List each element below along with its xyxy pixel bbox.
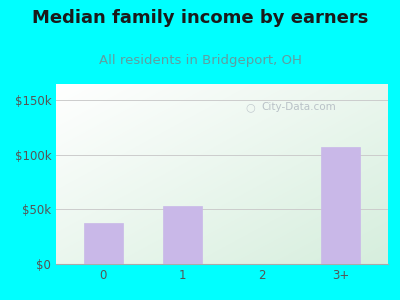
Text: All residents in Bridgeport, OH: All residents in Bridgeport, OH — [98, 54, 302, 67]
Text: City-Data.com: City-Data.com — [261, 102, 336, 112]
Bar — [163, 206, 202, 264]
Bar — [321, 147, 360, 264]
Text: ○: ○ — [245, 102, 255, 112]
Text: Median family income by earners: Median family income by earners — [32, 9, 368, 27]
Bar — [84, 223, 123, 264]
